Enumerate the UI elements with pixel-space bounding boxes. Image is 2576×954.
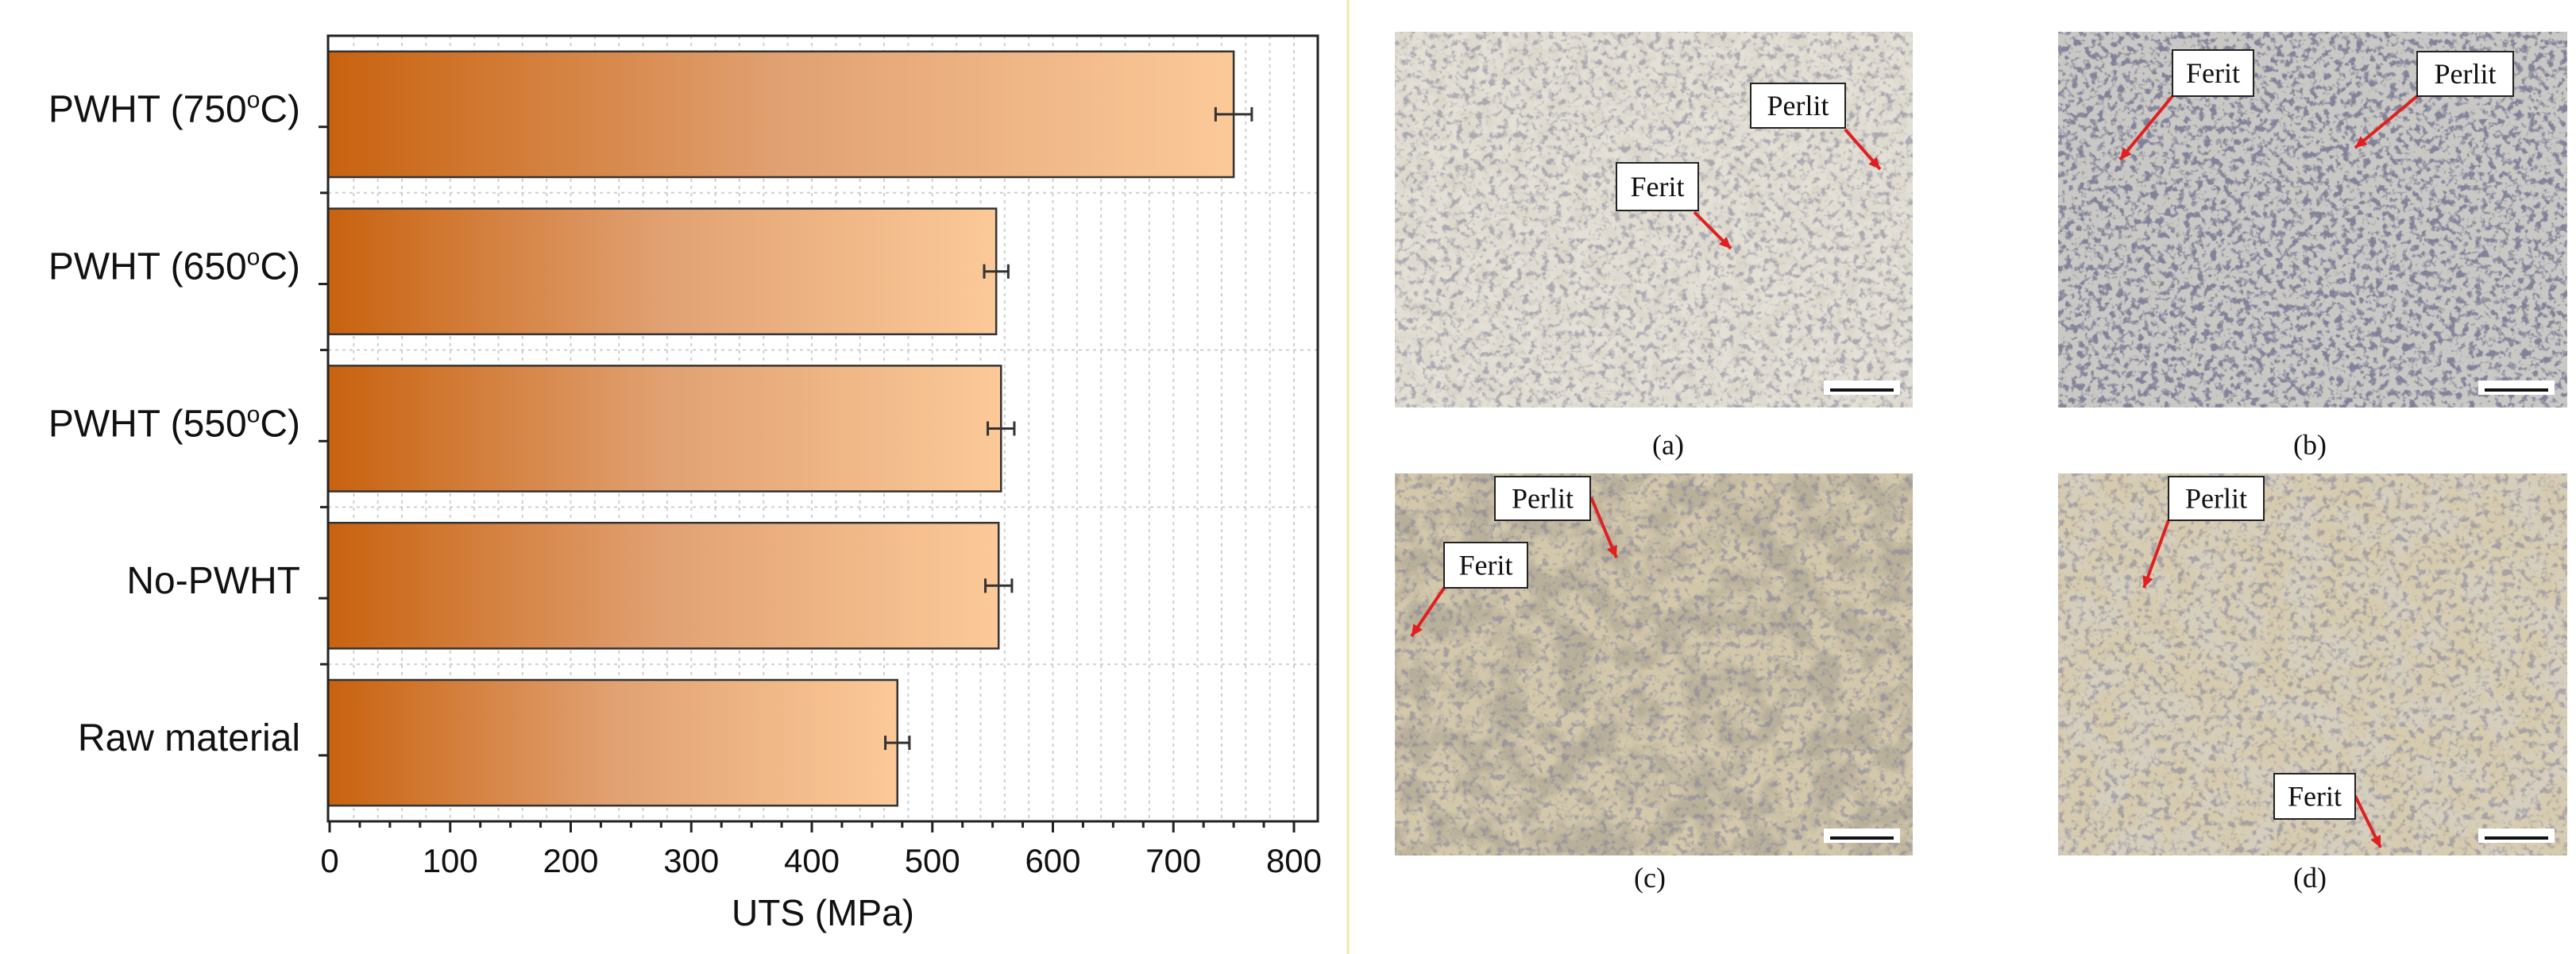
- y-tick-label: No-PWHT: [126, 560, 300, 602]
- label-box: [1616, 162, 1699, 211]
- arrow: [2354, 95, 2419, 149]
- phase-annotation: Perlit: [1494, 476, 1618, 558]
- phase-label: Ferit: [2186, 57, 2240, 89]
- bar: [326, 50, 1235, 179]
- phase-annotation: Ferit: [2118, 49, 2254, 161]
- label-box: [1494, 476, 1591, 521]
- phase-label: Perlit: [1512, 483, 1574, 515]
- y-tick-label: PWHT (750oC): [48, 87, 300, 131]
- phase-label: Perlit: [1767, 90, 1829, 122]
- micrograph-caption: (a): [1652, 429, 1684, 461]
- scale-bar: [1824, 828, 1900, 843]
- micrograph-c: Perlit Ferit (c): [1395, 473, 1913, 894]
- phase-label: Ferit: [1631, 171, 1685, 203]
- arrowhead-icon: [1718, 236, 1731, 249]
- label-box: [2172, 49, 2254, 97]
- micrograph-panel: Perlit Ferit (a) Ferit Perlit (b) Perlit Ferit (…: [1395, 32, 2567, 894]
- x-tick-label: 800: [1266, 842, 1322, 879]
- arrowhead-icon: [1606, 545, 1617, 558]
- phase-annotation: Perlit: [1750, 83, 1882, 171]
- label-box: [1443, 542, 1528, 589]
- error-bar: [983, 264, 1010, 279]
- phase-label: Ferit: [2288, 781, 2342, 813]
- bar: [326, 207, 998, 336]
- x-axis: 0 100 200 300 400 500 600 700 800: [320, 821, 1322, 879]
- x-tick-label: 200: [543, 842, 598, 879]
- micrograph-caption: (d): [2293, 862, 2327, 894]
- phase-annotation: Perlit: [2142, 476, 2265, 589]
- scale-bar: [2478, 380, 2555, 395]
- arrowhead-icon: [1412, 624, 1423, 636]
- label-box: [2273, 773, 2356, 820]
- arrowhead-icon: [2142, 575, 2153, 588]
- micrograph-a: Perlit Ferit (a): [1395, 32, 1913, 461]
- x-tick-label: 500: [905, 842, 960, 879]
- x-tick-label: 700: [1145, 842, 1201, 879]
- phase-annotation: Perlit: [2354, 51, 2514, 149]
- micrograph-caption: (c): [1634, 862, 1666, 894]
- x-tick-label: 0: [320, 842, 338, 879]
- micrograph-d: Perlit Ferit (d): [2058, 473, 2567, 894]
- arrowhead-icon: [2370, 835, 2381, 848]
- x-tick-label: 400: [784, 842, 840, 879]
- bar: [326, 365, 1002, 492]
- x-tick-label: 300: [663, 842, 719, 879]
- uts-bar-chart: 0 100 200 300 400 500 600 700 800 PWHT (750oC)PW…: [48, 34, 1322, 933]
- label-box: [1750, 83, 1846, 129]
- arrow: [2118, 95, 2174, 161]
- micrograph-caption: (b): [2293, 429, 2327, 461]
- y-tick-label: PWHT (550oC): [48, 401, 300, 445]
- y-tick-label: PWHT (650oC): [48, 245, 300, 288]
- y-tick-label: Raw material: [78, 717, 300, 759]
- y-axis: PWHT (750oC) PWHT (650oC) PWHT (550oC) No-P…: [48, 87, 328, 759]
- phase-label: Perlit: [2185, 483, 2247, 515]
- plot-frame: [326, 34, 1319, 823]
- arrowhead-icon: [2120, 147, 2132, 160]
- phase-annotation: Ferit: [2273, 773, 2382, 848]
- arrowhead-icon: [1868, 156, 1880, 169]
- arrowhead-icon: [2355, 136, 2368, 148]
- label-box: [2416, 51, 2514, 97]
- micrograph-b: Ferit Perlit (b): [2058, 32, 2567, 461]
- bar: [326, 678, 898, 807]
- error-bar: [1214, 106, 1253, 122]
- x-axis-title: UTS (MPa): [732, 892, 914, 933]
- bar: [326, 521, 1000, 650]
- bars: [326, 50, 1253, 807]
- x-tick-label: 600: [1025, 842, 1080, 879]
- phase-label: Ferit: [1459, 550, 1513, 581]
- x-tick-label: 100: [423, 842, 478, 879]
- phase-label: Perlit: [2435, 58, 2497, 90]
- phase-annotation: Ferit: [1410, 542, 1528, 638]
- arrow: [2142, 519, 2170, 589]
- phase-annotation: Ferit: [1616, 162, 1732, 250]
- error-bar: [984, 578, 1014, 593]
- scale-bar: [1824, 380, 1900, 395]
- error-bar: [884, 736, 911, 751]
- label-box: [2168, 476, 2265, 521]
- error-bar: [987, 421, 1016, 436]
- scale-bar: [2478, 828, 2555, 843]
